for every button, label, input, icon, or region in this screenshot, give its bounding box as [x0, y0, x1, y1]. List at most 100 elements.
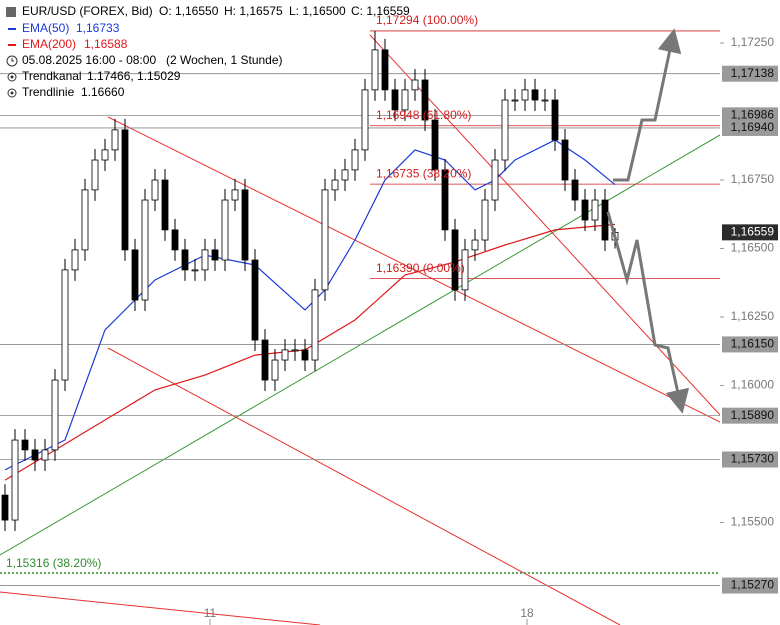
ohlc: L: 1,16500: [289, 4, 346, 18]
candle-body: [41, 449, 49, 461]
candle-body: [561, 139, 569, 181]
ema-line: [4, 223, 616, 481]
candle-body: [1, 494, 9, 521]
candle-body: [151, 179, 159, 201]
legend-value: 1,16588: [84, 37, 128, 51]
y-tick-label: 1,16250: [731, 309, 775, 323]
candle-body: [451, 229, 459, 291]
candle-body: [511, 99, 519, 102]
level-label: 1,15270: [731, 578, 775, 592]
candle-body: [521, 89, 529, 101]
ohlc: H: 1,16575: [224, 4, 283, 18]
candle-body: [341, 169, 349, 181]
fib-label: 1,16735 (38.20%): [376, 166, 471, 180]
candle-body: [591, 199, 599, 221]
trendline: [0, 134, 720, 556]
current-price-box: [722, 224, 778, 241]
candle-body: [351, 149, 359, 171]
candle-body: [111, 129, 119, 151]
legend-name: EMA(50): [22, 21, 69, 35]
legend-name: EMA(200): [22, 37, 76, 51]
info-value: 1.17466, 1.15029: [87, 69, 181, 83]
y-tick-label: 1,15500: [731, 515, 775, 529]
y-tick-label: 1,16500: [731, 241, 775, 255]
candle-body: [361, 89, 369, 151]
candle-body: [291, 349, 299, 352]
level-box: [722, 577, 778, 594]
info-value: (2 Wochen, 1 Stunde): [166, 53, 283, 67]
candle-body: [531, 89, 539, 101]
plot-area: [0, 30, 720, 625]
level-label: 1,16150: [731, 337, 775, 351]
level-label: 1,15890: [731, 408, 775, 422]
candle-body: [311, 289, 319, 361]
candle-body: [171, 229, 179, 251]
level-label: 1,15730: [731, 452, 775, 466]
level-label: 1,16940: [731, 120, 775, 134]
candle-body: [431, 119, 439, 171]
candle-body: [11, 439, 19, 521]
fib-label: 1,16390 (0.00%): [376, 261, 465, 275]
candle-body: [491, 159, 499, 201]
channel-line: [369, 34, 720, 416]
candle-body: [461, 249, 469, 291]
support-label: 1,15316 (38.20%): [6, 556, 101, 570]
candle-body: [391, 89, 399, 111]
candle-body: [551, 99, 559, 141]
candle-body: [51, 379, 59, 451]
candle-body: [321, 189, 329, 291]
candle-body: [271, 359, 279, 381]
candle-body: [101, 149, 109, 161]
candle-body: [401, 89, 409, 111]
candle-body: [81, 189, 89, 251]
candle-body: [201, 249, 209, 271]
scenario-arrow: [613, 28, 682, 182]
legend: EUR/USD (FOREX, Bid) O: 1,16550 H: 1,165…: [6, 4, 410, 99]
info-label: Trendlinie: [22, 85, 75, 99]
info-label: 05.08.2025 16:00 - 08:00: [22, 53, 156, 67]
candle-body: [421, 79, 429, 121]
candle-body: [471, 239, 479, 251]
candle-body: [371, 49, 379, 91]
scenario-arrow: [606, 211, 690, 414]
candle-body: [221, 199, 229, 261]
target-icon: [7, 88, 17, 98]
candle-body: [241, 189, 249, 261]
candle-body: [91, 159, 99, 191]
clock-icon: [11, 58, 14, 62]
candle-body: [301, 349, 309, 361]
ohlc: C: 1,16559: [351, 4, 410, 18]
x-tick-label: 11: [204, 606, 217, 620]
current-price-label: 1,16559: [731, 225, 775, 239]
fib-label: 1,16948 (61.80%): [376, 108, 471, 122]
level-box: [722, 107, 778, 124]
chart-title: EUR/USD (FOREX, Bid): [22, 4, 153, 18]
candle-body: [481, 199, 489, 241]
target-icon: [7, 72, 17, 82]
candle-body: [141, 199, 149, 301]
candle-body: [441, 169, 449, 231]
level-box: [722, 65, 778, 82]
legend-value: 1,16733: [76, 21, 120, 35]
candle-body: [61, 269, 69, 381]
level-box: [722, 451, 778, 468]
channel-line: [0, 591, 321, 625]
y-tick-label: 1,16750: [731, 172, 775, 186]
level-label: 1,17138: [731, 66, 775, 80]
axis: 1,17250 1,16750 1,16500 1,16250 1,16000 1,155…: [204, 35, 778, 625]
candle-body: [411, 79, 419, 91]
candle-body: [131, 249, 139, 301]
candle-body: [601, 199, 609, 241]
y-tick-label: 1,17250: [731, 35, 775, 49]
level-box: [722, 407, 778, 424]
clock-icon: [6, 55, 18, 67]
x-tick-label: 18: [520, 606, 534, 620]
info-value: 1.16660: [81, 85, 125, 99]
candle-body: [211, 249, 219, 261]
candle-body: [261, 339, 269, 381]
candle-body: [541, 99, 549, 102]
candle-body: [281, 349, 289, 361]
candle-body: [161, 179, 169, 231]
candle-body: [251, 259, 259, 341]
